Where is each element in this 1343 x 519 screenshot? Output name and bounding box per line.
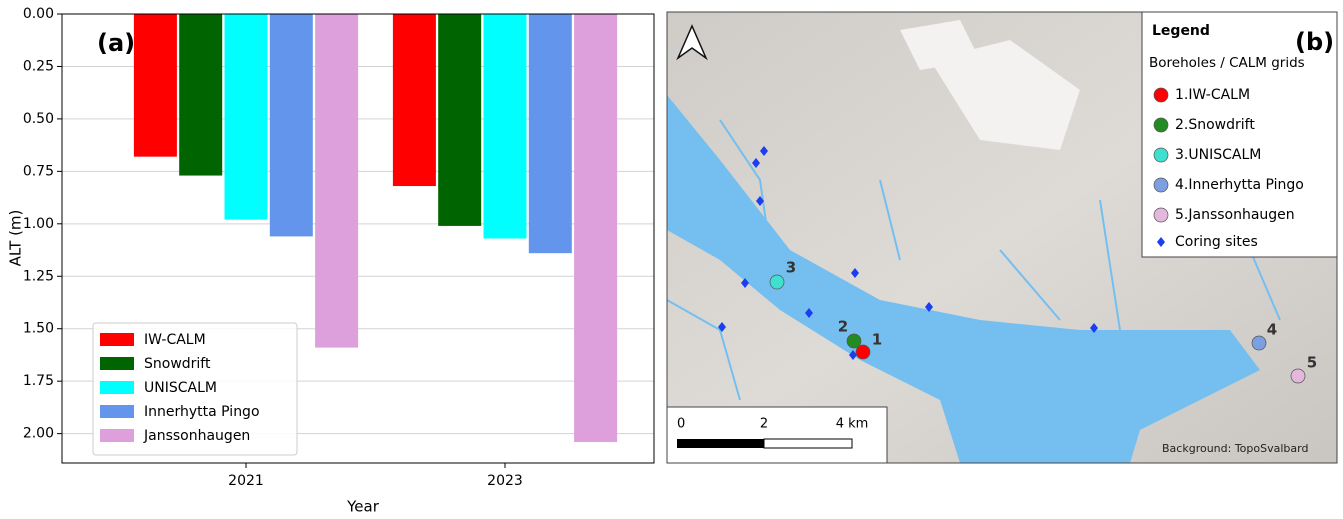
legend-swatch <box>100 405 134 418</box>
map-legend-marker <box>1153 177 1169 193</box>
legend: IW-CALM Snowdrift UNISCALM Innerhytta Pingo… <box>92 322 298 456</box>
map-legend-label: 1.IW-CALM <box>1175 87 1250 103</box>
legend-swatch <box>100 429 134 442</box>
snow <box>900 20 1260 190</box>
legend-box <box>92 322 298 456</box>
bar <box>224 14 268 220</box>
panel-label: (b) <box>1295 28 1334 56</box>
legend-swatch <box>100 333 134 346</box>
map-legend-title: Legend <box>1152 23 1210 39</box>
scale-label: 0 <box>677 417 685 432</box>
map-legend-marker <box>1153 117 1169 133</box>
map-legend-label: 3.UNISCALM <box>1175 147 1261 163</box>
legend-label: Innerhytta Pingo <box>144 404 260 420</box>
site-label: 1 <box>872 331 882 349</box>
map-legend-label: 5.Janssonhaugen <box>1175 207 1295 223</box>
panel-label: (a) <box>97 29 135 57</box>
map-legend-marker <box>1153 87 1169 103</box>
borehole-marker <box>1290 368 1306 384</box>
x-tick-label: 2021 <box>228 473 264 489</box>
y-tick-label: 0.25 <box>23 58 54 74</box>
map-legend-diamond <box>1157 237 1165 247</box>
north-arrow <box>676 24 708 61</box>
y-axis-label: ALT (m) <box>7 210 25 267</box>
legend-label: Snowdrift <box>144 356 211 372</box>
bar <box>179 14 223 176</box>
bar <box>528 14 572 254</box>
site-label: 4 <box>1267 321 1277 339</box>
bar <box>483 14 527 239</box>
map-credit: Background: TopoSvalbard <box>1162 442 1308 455</box>
site-label: 5 <box>1307 354 1317 372</box>
map-legend-subtitle: Boreholes / CALM grids <box>1149 55 1305 71</box>
site-label: 3 <box>786 259 796 277</box>
scale-bar-white <box>763 438 853 449</box>
site-label: 2 <box>838 318 848 336</box>
scale-label: 2 <box>760 417 768 432</box>
y-tick-label: 0.50 <box>23 111 54 127</box>
map: 1 2 3 4 5 Background: TopoSvalbard 0 2 4 km Legen… <box>666 11 1338 464</box>
map-legend-label: 4.Innerhytta Pingo <box>1175 177 1304 193</box>
borehole-marker <box>1251 335 1267 351</box>
bar <box>392 14 436 187</box>
rivers <box>667 119 1281 401</box>
scale-label: 4 km <box>836 417 869 432</box>
y-tick-label: 1.50 <box>23 321 54 337</box>
scale-bar-black <box>677 439 764 448</box>
borehole-marker <box>769 274 785 290</box>
legend-swatch <box>100 381 134 394</box>
map-legend-label: 2.Snowdrift <box>1175 117 1255 133</box>
map-legend-label: Coring sites <box>1175 234 1258 250</box>
x-axis-label: Year <box>346 498 380 516</box>
x-tick-label: 2023 <box>487 473 523 489</box>
fjord <box>667 95 1260 463</box>
plot-frame <box>61 13 655 464</box>
bar <box>438 14 482 226</box>
coring-sites <box>718 146 1098 360</box>
bar <box>315 14 359 348</box>
y-tick-label: 1.25 <box>23 268 54 284</box>
y-tick-label: 0.00 <box>23 6 54 22</box>
legend-swatch <box>100 357 134 370</box>
y-tick-label: 2.00 <box>23 426 54 442</box>
map-legend-box <box>1141 11 1338 258</box>
y-tick-label: 0.75 <box>23 163 54 179</box>
y-tick-label: 1.00 <box>23 216 54 232</box>
borehole-marker <box>846 333 862 349</box>
bar <box>133 14 177 157</box>
legend-label: UNISCALM <box>144 380 217 396</box>
map-legend-marker <box>1153 207 1169 223</box>
y-tick-label: 1.75 <box>23 373 54 389</box>
bar <box>574 14 618 443</box>
legend-label: Janssonhaugen <box>143 428 250 444</box>
scale-box <box>666 406 888 464</box>
borehole-marker <box>855 344 871 360</box>
bar <box>269 14 313 237</box>
map-legend-marker <box>1153 147 1169 163</box>
legend-label: IW-CALM <box>144 332 206 348</box>
